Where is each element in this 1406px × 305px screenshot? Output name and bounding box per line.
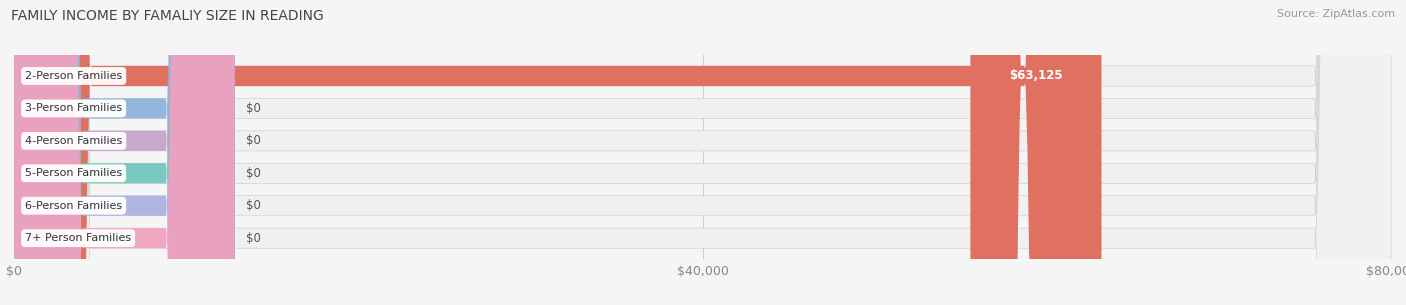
Text: $0: $0: [246, 232, 260, 245]
Text: $0: $0: [246, 167, 260, 180]
FancyBboxPatch shape: [14, 0, 1392, 305]
Text: 5-Person Families: 5-Person Families: [25, 168, 122, 178]
FancyBboxPatch shape: [14, 0, 235, 305]
FancyBboxPatch shape: [14, 0, 1392, 305]
Text: Source: ZipAtlas.com: Source: ZipAtlas.com: [1277, 9, 1395, 19]
FancyBboxPatch shape: [14, 0, 1392, 305]
Text: $0: $0: [246, 135, 260, 147]
Text: 2-Person Families: 2-Person Families: [25, 71, 122, 81]
Text: $0: $0: [246, 199, 260, 212]
FancyBboxPatch shape: [14, 0, 235, 305]
FancyBboxPatch shape: [14, 0, 235, 305]
FancyBboxPatch shape: [14, 0, 235, 305]
FancyBboxPatch shape: [14, 0, 1101, 305]
FancyBboxPatch shape: [14, 0, 235, 305]
Text: 6-Person Families: 6-Person Families: [25, 201, 122, 211]
Text: FAMILY INCOME BY FAMALIY SIZE IN READING: FAMILY INCOME BY FAMALIY SIZE IN READING: [11, 9, 323, 23]
FancyBboxPatch shape: [14, 0, 1392, 305]
FancyBboxPatch shape: [970, 0, 1101, 305]
Text: 7+ Person Families: 7+ Person Families: [25, 233, 131, 243]
FancyBboxPatch shape: [14, 0, 1392, 305]
Text: 4-Person Families: 4-Person Families: [25, 136, 122, 146]
Text: $63,125: $63,125: [1010, 70, 1063, 82]
FancyBboxPatch shape: [14, 0, 1392, 305]
Text: 3-Person Families: 3-Person Families: [25, 103, 122, 113]
Text: $0: $0: [246, 102, 260, 115]
